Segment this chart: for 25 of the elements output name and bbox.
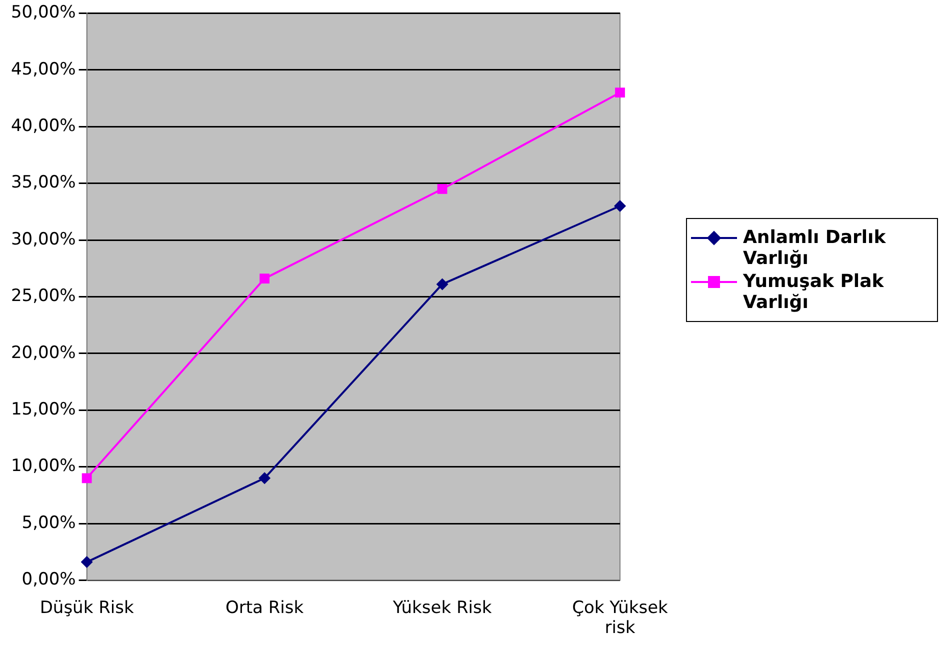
y-tick-label: 25,00% bbox=[10, 286, 76, 306]
x-tick-label: Yüksek Risk bbox=[392, 598, 492, 618]
x-tick-label: Düşük Risk bbox=[40, 598, 134, 618]
point bbox=[80, 556, 93, 568]
point bbox=[82, 473, 92, 484]
x-tick-label: Orta Risk bbox=[226, 598, 304, 618]
x-tick-label: Çok Yüksek risk bbox=[572, 598, 668, 638]
y-tick-label: 5,00% bbox=[22, 512, 76, 533]
point bbox=[437, 184, 448, 194]
y-tick-label: 15,00% bbox=[10, 400, 76, 420]
y-tick-label: 0,00% bbox=[22, 570, 76, 590]
y-tick-label: 40,00% bbox=[10, 116, 76, 136]
y-tick-label: 10,00% bbox=[10, 456, 76, 476]
y-tick-label: 45,00% bbox=[10, 59, 76, 80]
y-tick-label: 20,00% bbox=[10, 342, 76, 363]
point bbox=[258, 472, 271, 484]
point bbox=[614, 200, 626, 212]
y-tick-label: 30,00% bbox=[10, 229, 76, 250]
point bbox=[260, 274, 270, 284]
y-tick-label: 35,00% bbox=[10, 172, 76, 193]
y-tick-label: 50,00% bbox=[10, 2, 76, 23]
legend-label: Yumuşak Plak Varlığı bbox=[743, 271, 885, 313]
point bbox=[615, 88, 625, 98]
legend-label: Anlamlı Darlık Varlığı bbox=[743, 227, 887, 269]
point bbox=[436, 278, 448, 290]
